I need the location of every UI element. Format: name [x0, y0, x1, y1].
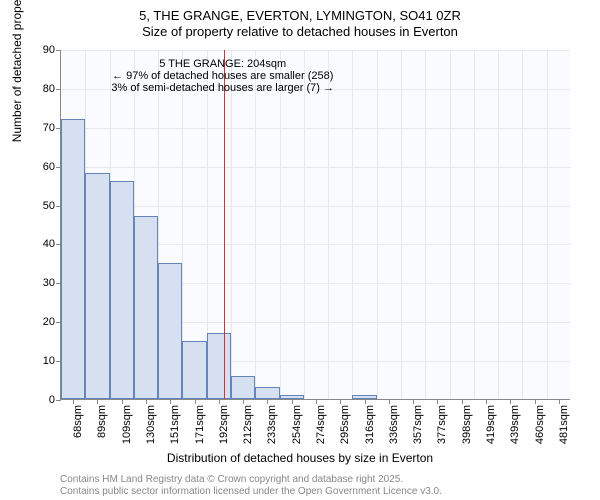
x-tick-mark	[122, 399, 123, 404]
y-tick-label: 30	[25, 277, 55, 289]
gridline-v	[280, 50, 281, 399]
gridline-v	[377, 50, 378, 399]
histogram-bar	[134, 216, 158, 399]
y-tick-label: 40	[25, 238, 55, 250]
x-tick-mark	[243, 399, 244, 404]
x-tick-mark	[146, 399, 147, 404]
x-tick-label: 316sqm	[364, 405, 376, 445]
histogram-bar	[85, 173, 109, 399]
histogram-bar	[352, 395, 376, 399]
gridline-v	[304, 50, 305, 399]
x-tick-mark	[267, 399, 268, 404]
y-tick-label: 50	[25, 200, 55, 212]
x-tick-label: 68sqm	[72, 405, 84, 445]
x-tick-label: 130sqm	[145, 405, 157, 445]
footer-line1: Contains HM Land Registry data © Crown c…	[60, 474, 442, 486]
y-tick-label: 0	[25, 394, 55, 406]
y-tick-label: 60	[25, 161, 55, 173]
y-tick-label: 80	[25, 83, 55, 95]
x-tick-mark	[413, 399, 414, 404]
x-tick-label: 212sqm	[242, 405, 254, 445]
y-tick-label: 90	[25, 44, 55, 56]
plot-area	[60, 50, 570, 400]
histogram-bar	[280, 395, 304, 399]
x-tick-mark	[340, 399, 341, 404]
footer-attribution: Contains HM Land Registry data © Crown c…	[60, 474, 442, 498]
x-tick-label: 274sqm	[315, 405, 327, 445]
x-tick-mark	[97, 399, 98, 404]
x-tick-label: 439sqm	[509, 405, 521, 445]
histogram-bar	[231, 376, 255, 399]
gridline-v	[231, 50, 232, 399]
histogram-bar	[207, 333, 231, 399]
gridline-h	[61, 206, 570, 207]
y-tick-label: 10	[25, 355, 55, 367]
x-tick-mark	[73, 399, 74, 404]
annotation-larger-pct: 3% of semi-detached houses are larger (7…	[103, 82, 343, 94]
x-tick-label: 460sqm	[534, 405, 546, 445]
x-tick-label: 192sqm	[218, 405, 230, 445]
gridline-v	[328, 50, 329, 399]
histogram-bar	[110, 181, 134, 399]
y-tick-label: 20	[25, 316, 55, 328]
annotation-property-size: 5 THE GRANGE: 204sqm	[103, 58, 343, 70]
x-tick-label: 89sqm	[96, 405, 108, 445]
gridline-h	[61, 167, 570, 168]
x-tick-mark	[170, 399, 171, 404]
gridline-v	[474, 50, 475, 399]
reference-line	[224, 50, 225, 399]
x-tick-mark	[316, 399, 317, 404]
reference-annotation: 5 THE GRANGE: 204sqm← 97% of detached ho…	[103, 58, 343, 94]
y-tick-mark	[56, 89, 61, 90]
x-tick-mark	[437, 399, 438, 404]
x-tick-mark	[219, 399, 220, 404]
gridline-v	[255, 50, 256, 399]
histogram-bar	[182, 341, 206, 399]
histogram-bar	[61, 119, 85, 399]
x-tick-mark	[559, 399, 560, 404]
x-tick-label: 481sqm	[558, 405, 570, 445]
histogram-bar	[158, 263, 182, 399]
x-tick-label: 377sqm	[436, 405, 448, 445]
y-tick-mark	[56, 400, 61, 401]
chart-title-address: 5, THE GRANGE, EVERTON, LYMINGTON, SO41 …	[0, 8, 600, 23]
x-tick-mark	[535, 399, 536, 404]
x-tick-label: 419sqm	[485, 405, 497, 445]
x-tick-label: 336sqm	[388, 405, 400, 445]
gridline-h	[61, 50, 570, 51]
x-tick-mark	[486, 399, 487, 404]
gridline-v	[450, 50, 451, 399]
histogram-bar	[255, 387, 279, 399]
x-axis-label: Distribution of detached houses by size …	[0, 451, 600, 465]
x-tick-label: 151sqm	[169, 405, 181, 445]
x-tick-label: 233sqm	[266, 405, 278, 445]
x-tick-mark	[195, 399, 196, 404]
y-tick-mark	[56, 50, 61, 51]
footer-line2: Contains public sector information licen…	[60, 486, 442, 498]
y-axis-label: Number of detached properties	[10, 0, 24, 142]
gridline-v	[352, 50, 353, 399]
x-tick-mark	[462, 399, 463, 404]
x-tick-label: 109sqm	[121, 405, 133, 445]
chart-title-description: Size of property relative to detached ho…	[0, 24, 600, 39]
gridline-h	[61, 128, 570, 129]
gridline-v	[547, 50, 548, 399]
x-tick-label: 171sqm	[194, 405, 206, 445]
x-tick-mark	[389, 399, 390, 404]
x-tick-label: 398sqm	[461, 405, 473, 445]
annotation-smaller-pct: ← 97% of detached houses are smaller (25…	[103, 70, 343, 82]
gridline-v	[522, 50, 523, 399]
x-tick-label: 357sqm	[412, 405, 424, 445]
x-tick-mark	[292, 399, 293, 404]
x-tick-label: 254sqm	[291, 405, 303, 445]
gridline-v	[498, 50, 499, 399]
x-tick-label: 295sqm	[339, 405, 351, 445]
x-tick-mark	[365, 399, 366, 404]
y-tick-label: 70	[25, 122, 55, 134]
gridline-v	[425, 50, 426, 399]
gridline-v	[401, 50, 402, 399]
x-tick-mark	[510, 399, 511, 404]
